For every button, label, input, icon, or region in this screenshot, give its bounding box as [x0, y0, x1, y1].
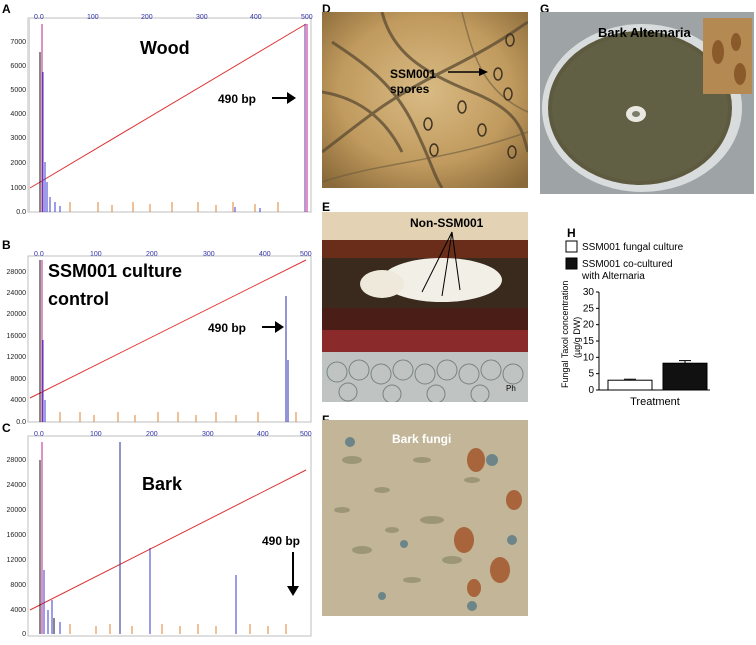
phloem-label: Ph	[506, 384, 516, 393]
legend-cocultured-line1: SSM001 co-cultured	[582, 259, 673, 270]
arrow-icon	[287, 92, 296, 104]
legend-culture: SSM001 fungal culture	[582, 242, 684, 253]
x-tick: 0.0	[34, 14, 44, 21]
y-tick: 0.0	[16, 419, 26, 426]
y-axis-label-line1: Fungal Taxol concentration	[560, 281, 570, 388]
y-tick: 2000	[10, 160, 26, 167]
micrograph-bark-fungi: Bark fungi	[322, 420, 528, 616]
micrograph-ssm001-spores: SSM001 spores	[322, 12, 528, 188]
y-tick: 12000	[7, 354, 27, 361]
y-tick: 8000	[10, 376, 26, 383]
y-tick: 0	[22, 631, 26, 638]
y-tick: 7000	[10, 39, 26, 46]
y-tick-label: 0	[588, 385, 594, 396]
x-tick: 400	[259, 251, 271, 258]
bar	[662, 362, 708, 391]
y-tick: 4000	[10, 111, 26, 118]
x-tick: 500	[300, 251, 312, 258]
y-tick: 16000	[7, 333, 27, 340]
x-tick: 300	[202, 431, 214, 438]
y-tick-label: 25	[583, 303, 595, 314]
size-marker-label: 490 bp	[262, 534, 300, 548]
chromatogram-culture-control: 0.0 100 200 300 400 500 0.0 4000 8000 12…	[0, 250, 318, 428]
y-tick-label: 5	[588, 369, 594, 380]
y-tick: 4000	[10, 397, 26, 404]
y-tick: 28000	[7, 457, 27, 464]
photo-label: Bark Alternaria	[598, 25, 691, 40]
size-marker-label: 490 bp	[218, 92, 256, 106]
x-tick: 300	[196, 14, 208, 21]
panel-label-h: H	[567, 226, 576, 240]
x-tick: 400	[250, 14, 262, 21]
size-marker-label: 490 bp	[208, 321, 246, 335]
y-tick: 12000	[7, 557, 27, 564]
y-tick: 8000	[10, 582, 26, 589]
chromatogram-title-line2: control	[48, 289, 109, 309]
x-tick: 300	[203, 251, 215, 258]
micrograph-label-line2: spores	[390, 82, 430, 96]
photo-bark-alternaria: Bark Alternaria	[540, 12, 754, 194]
x-tick: 100	[90, 251, 102, 258]
y-tick: 6000	[10, 63, 26, 70]
y-tick: 28000	[7, 269, 27, 276]
legend-swatch-cocultured	[565, 257, 578, 270]
legend-swatch-culture	[565, 240, 578, 253]
taxol-bar-chart: SSM001 fungal culture SSM001 co-cultured…	[560, 236, 756, 416]
legend-cocultured-line2: with Alternaria	[581, 271, 645, 282]
bar	[607, 379, 653, 391]
arrow-icon	[479, 68, 488, 76]
y-tick: 24000	[7, 290, 27, 297]
standard-curve-line	[29, 23, 307, 189]
panel-label-g: G	[540, 2, 550, 16]
panel-label-a: A	[2, 2, 11, 16]
standard-curve-line	[29, 469, 307, 611]
x-tick: 0.0	[34, 251, 44, 258]
chromatogram-title-line1: SSM001 culture	[48, 261, 182, 281]
y-tick-label: 30	[583, 287, 595, 298]
y-tick: 16000	[7, 532, 27, 539]
y-tick: 4000	[10, 607, 26, 614]
x-tick: 500	[301, 14, 313, 21]
y-tick: 20000	[7, 507, 27, 514]
x-tick: 400	[257, 431, 269, 438]
x-tick: 200	[146, 251, 158, 258]
panel-label-b: B	[2, 238, 11, 252]
panel-label-d: D	[322, 2, 331, 16]
y-tick: 5000	[10, 87, 26, 94]
x-tick: 200	[146, 431, 158, 438]
arrow-icon	[275, 321, 284, 333]
micrograph-label-line1: SSM001	[390, 67, 437, 81]
standard-curve-line	[29, 259, 307, 399]
x-tick: 500	[300, 431, 312, 438]
panel-label-c: C	[2, 421, 11, 435]
y-tick-label: 10	[583, 352, 595, 363]
panel-label-e: E	[322, 200, 331, 214]
chromatogram-bark: 0.0 100 200 300 400 500 0 4000 8000 1200…	[0, 430, 318, 640]
micrograph-non-ssm001: Non-SSM001 Ph	[322, 212, 528, 402]
y-axis-label-line2: (µg/g DW)	[572, 317, 582, 358]
y-tick: 20000	[7, 311, 27, 318]
y-tick: 0.0	[16, 209, 26, 216]
chromatogram-title: Bark	[142, 474, 183, 494]
micrograph-label: Non-SSM001	[410, 216, 484, 230]
y-tick: 24000	[7, 482, 27, 489]
y-tick: 3000	[10, 135, 26, 142]
arrow-icon	[287, 586, 299, 596]
x-tick: 100	[90, 431, 102, 438]
y-tick: 1000	[10, 185, 26, 192]
chromatogram-title: Wood	[140, 38, 190, 58]
y-tick-label: 15	[583, 336, 595, 347]
x-tick: 100	[87, 14, 99, 21]
x-axis-label: Treatment	[630, 396, 680, 408]
y-tick-label: 20	[583, 320, 595, 331]
x-tick: 200	[141, 14, 153, 21]
x-tick: 0.0	[34, 431, 44, 438]
chromatogram-wood: 0.0 100 200 300 400 500 0.0 1000 2000 30…	[0, 12, 318, 222]
micrograph-label: Bark fungi	[392, 432, 452, 446]
